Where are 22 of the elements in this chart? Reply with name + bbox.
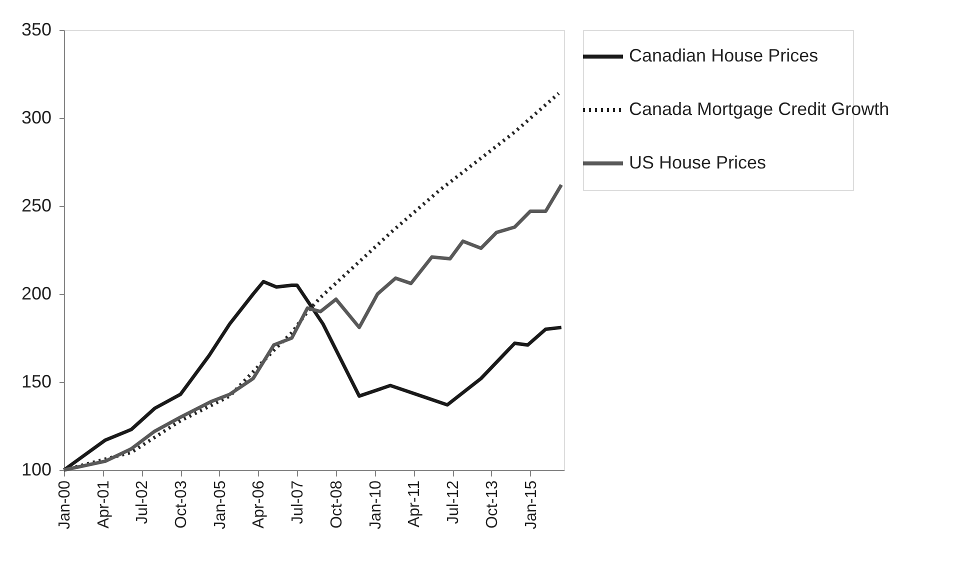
x-tick-label: Jan-15 (522, 480, 540, 530)
y-tick-label: 300 (21, 108, 52, 128)
x-tick-label: Jan-05 (212, 480, 229, 530)
y-tick-label: 200 (21, 284, 52, 304)
legend-label: US House Prices (629, 152, 766, 172)
x-tick-label: Apr-01 (95, 480, 112, 529)
x-tick-label: Apr-11 (406, 480, 424, 528)
x-tick-label: Jan-10 (367, 480, 384, 530)
x-tick-label: Oct-13 (484, 480, 501, 529)
x-tick-label: Jul-07 (290, 480, 307, 524)
x-tick-label: Jan-00 (56, 480, 74, 530)
x-tick-label: Oct-08 (328, 480, 346, 529)
x-tick-label: Apr-06 (250, 480, 268, 529)
y-tick-label: 250 (21, 196, 52, 216)
y-tick-label: 150 (21, 372, 52, 392)
x-tick-label: Jul-02 (134, 480, 152, 524)
y-tick-label: 100 (21, 460, 52, 480)
legend-label: Canada Mortgage Credit Growth (629, 99, 890, 119)
y-tick-label: 350 (21, 20, 52, 40)
legend-label: Canadian House Prices (629, 46, 818, 66)
x-tick-label: Oct-03 (173, 480, 190, 529)
x-tick-label: Jul-12 (445, 480, 462, 524)
